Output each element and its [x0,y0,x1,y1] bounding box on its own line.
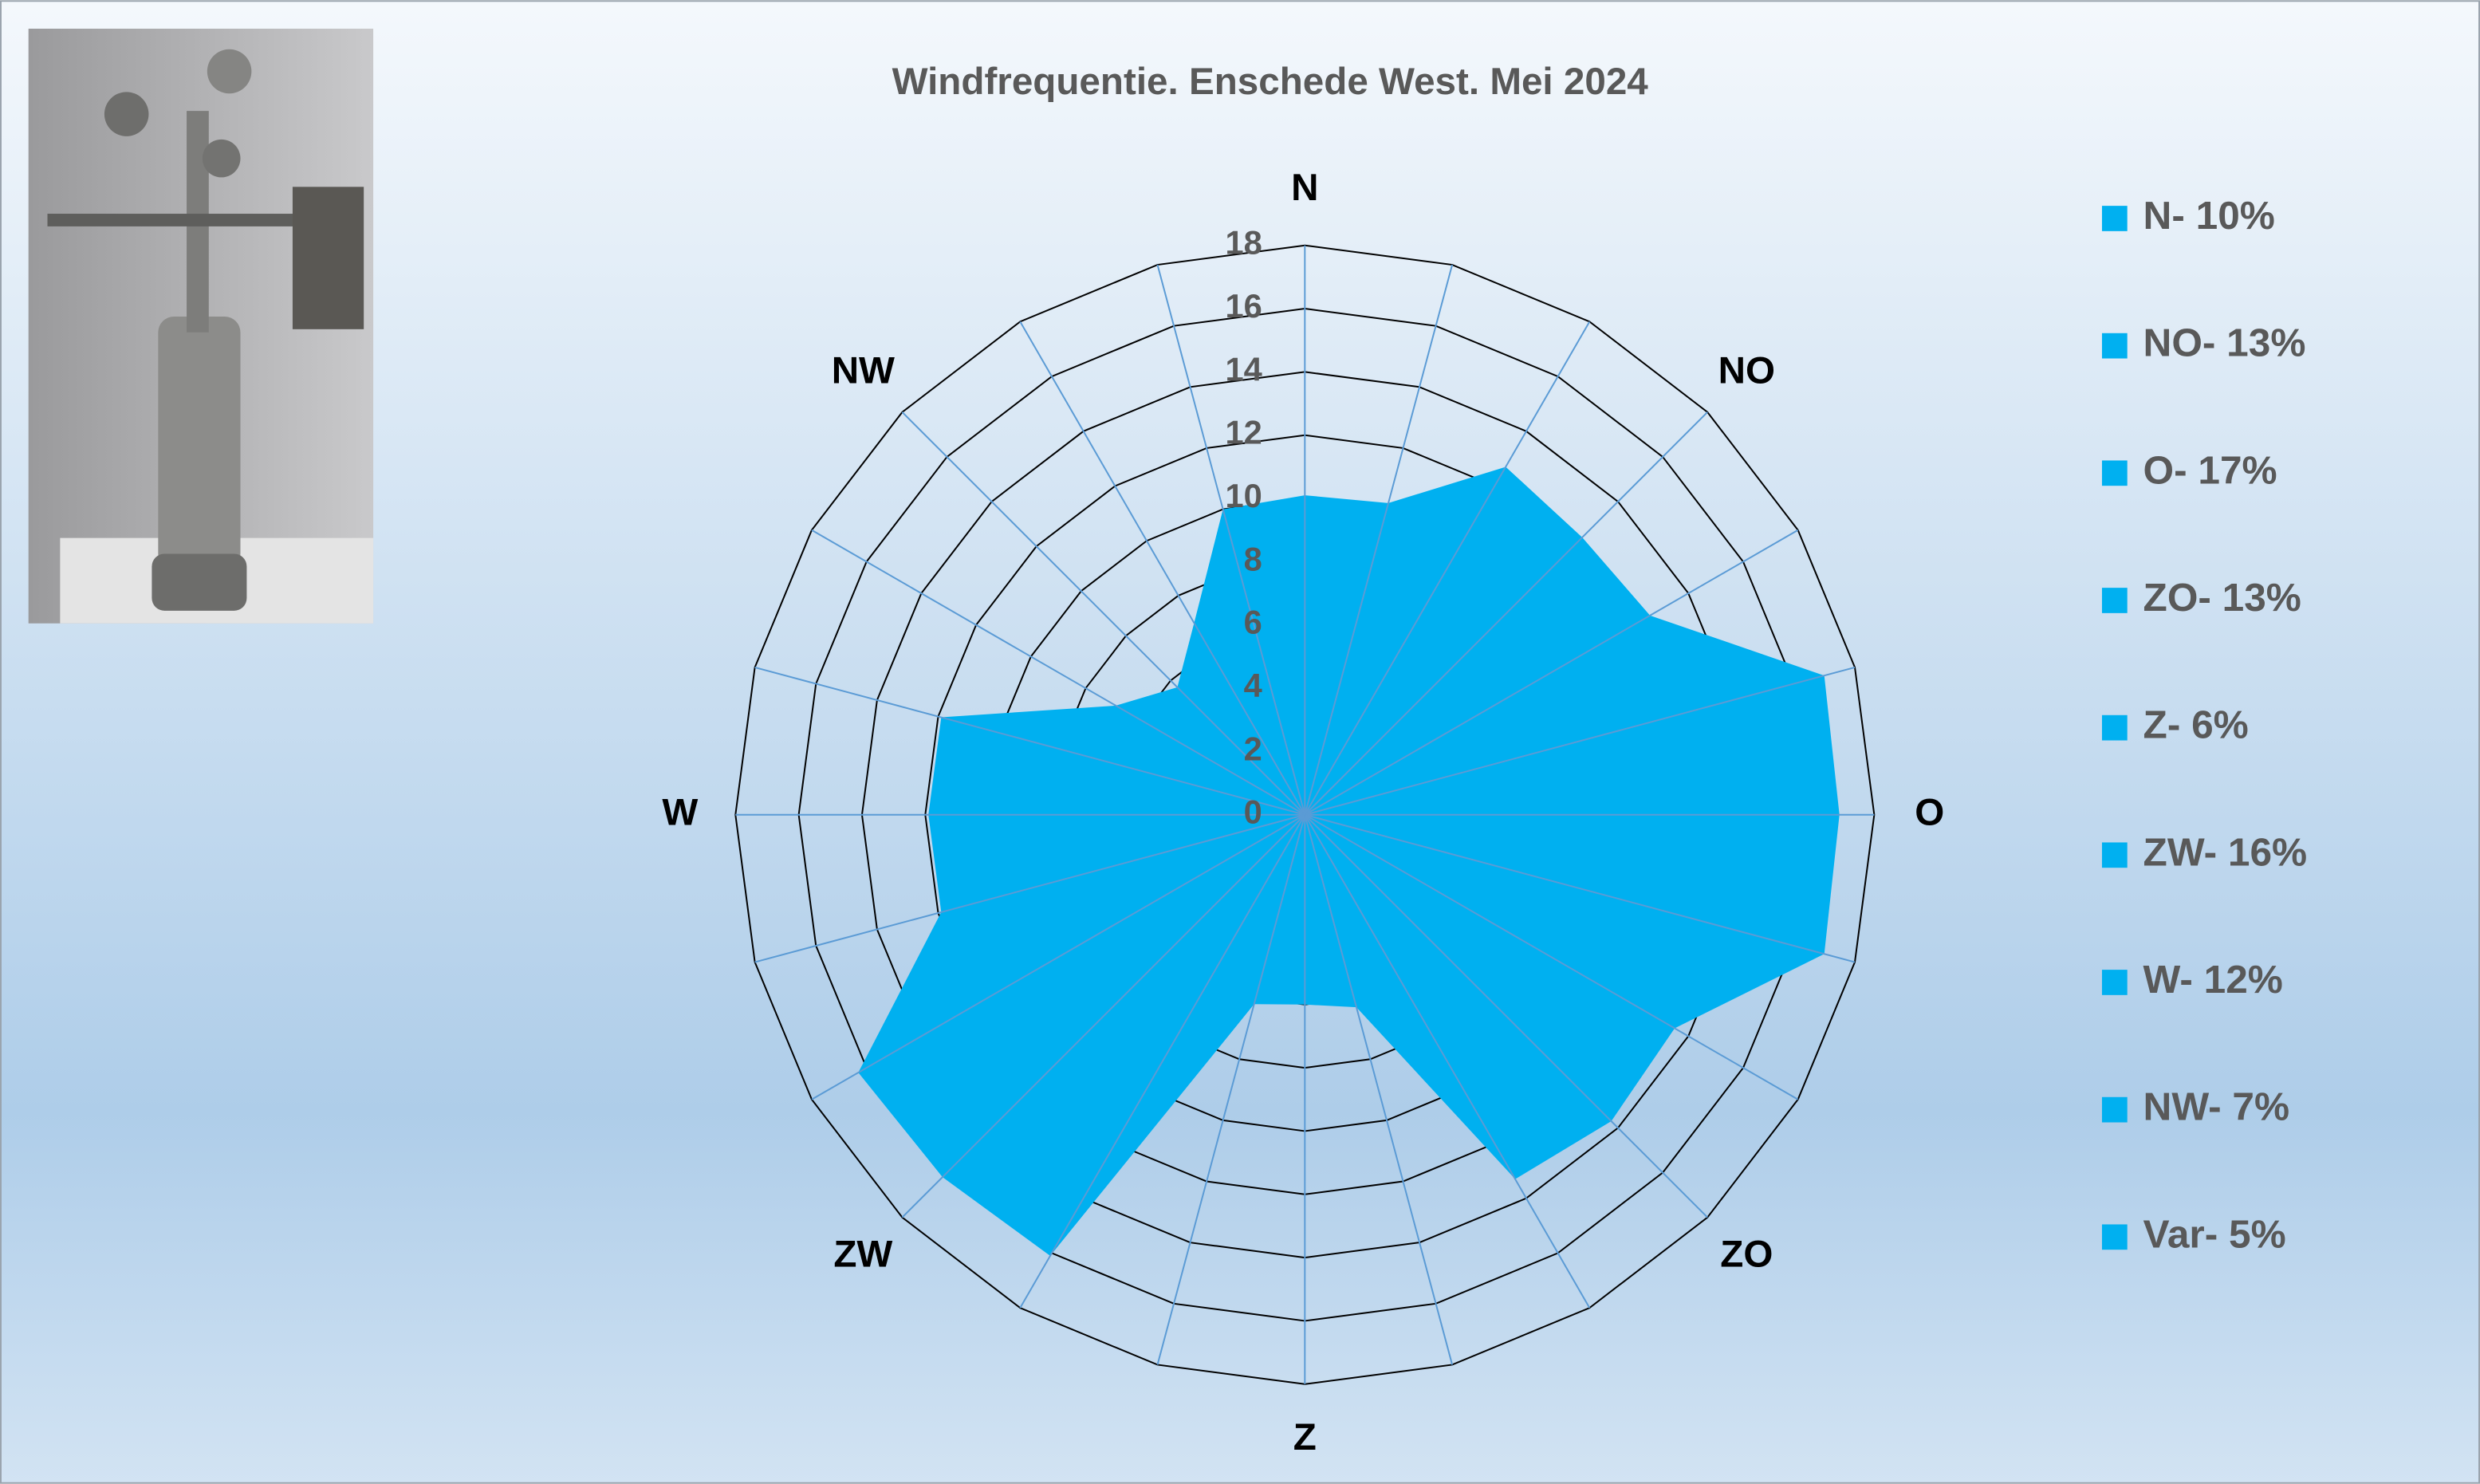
spoke [1305,666,1856,816]
y-tick-label: 0 [1244,793,1262,831]
spoke [1019,321,1306,816]
legend-label: O- 17% [2143,447,2277,492]
legend-swatch [2101,970,2128,995]
y-tick-label: 10 [1225,477,1262,514]
legend-label: ZW- 16% [2143,829,2308,874]
legend-label: N- 10% [2143,193,2275,238]
spoke [1304,814,1591,1309]
spoke [1019,814,1306,1309]
category-label: Z [1293,1416,1317,1458]
spoke [901,814,1306,1218]
category-label: N [1291,167,1318,209]
legend-label: W- 12% [2143,957,2283,1002]
legend-swatch [2101,714,2128,741]
legend-swatch [2101,206,2128,231]
category-label: O [1915,791,1944,833]
legend-label: NO- 13% [2143,321,2306,365]
y-tick-label: 2 [1244,730,1262,767]
legend-label: Z- 6% [2143,703,2249,747]
legend-swatch [2101,460,2128,486]
y-tick-label: 8 [1244,540,1262,577]
spoke [1304,411,1708,816]
legend-swatch [2101,333,2128,359]
y-tick-label: 14 [1225,350,1262,388]
spoke [1304,529,1799,816]
chart-title: Windfrequentie. Enschede West. Mei 2024 [892,61,1649,103]
legend-swatch [2101,1224,2128,1250]
spoke [1156,264,1306,815]
y-tick-label: 6 [1244,604,1262,641]
spoke [1304,264,1454,815]
legend-swatch [2101,588,2128,613]
spoke [1304,814,1454,1365]
spoke [1305,813,1856,963]
spoke [1156,814,1306,1365]
legend-label: ZO- 13% [2143,575,2301,620]
y-tick-label: 12 [1225,414,1262,451]
spoke [811,529,1305,816]
category-label: W [662,791,698,833]
y-tick-label: 4 [1244,667,1262,704]
y-tick-label: 16 [1225,287,1262,325]
spoke [1304,814,1708,1218]
category-label: ZW [833,1233,892,1275]
y-tick-label: 18 [1225,224,1262,262]
photo [28,28,374,624]
spoke [901,411,1306,816]
spoke [754,666,1305,816]
spoke [754,813,1305,963]
legend-swatch [2101,1096,2128,1123]
category-label: ZO [1720,1233,1773,1275]
legend-label: NW- 7% [2143,1084,2290,1129]
spoke [1304,813,1799,1100]
category-label: NO [1718,349,1775,392]
radar-area [858,466,1840,1256]
legend-swatch [2101,842,2128,868]
legend-label: Var- 5% [2143,1211,2286,1256]
category-label: NW [832,349,895,392]
spoke [1304,321,1591,816]
spoke [811,813,1305,1100]
